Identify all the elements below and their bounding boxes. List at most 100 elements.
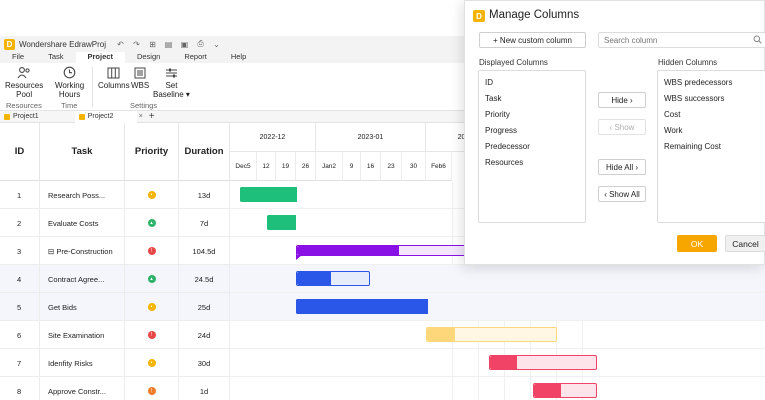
column-header-id[interactable]: ID bbox=[0, 123, 40, 181]
hidden-column-item[interactable]: Cost bbox=[664, 110, 681, 119]
task-name[interactable]: Approve Constr... bbox=[40, 377, 125, 400]
displayed-column-item[interactable]: Progress bbox=[485, 126, 518, 135]
task-name[interactable]: Idenfity Risks bbox=[40, 349, 125, 377]
tab-report[interactable]: Report bbox=[184, 52, 207, 61]
project-file-icon bbox=[4, 113, 10, 120]
displayed-column-item[interactable]: Resources bbox=[485, 158, 524, 167]
hidden-columns-label: Hidden Columns bbox=[658, 58, 718, 67]
save-icon[interactable]: ▣ bbox=[180, 39, 189, 49]
cancel-button[interactable]: Cancel bbox=[725, 235, 765, 252]
duration-cell[interactable]: 7d bbox=[179, 209, 230, 237]
priority-cell[interactable]: ! bbox=[125, 237, 179, 265]
priority-cell[interactable]: ! bbox=[125, 321, 179, 349]
gantt-bar[interactable] bbox=[240, 187, 297, 202]
priority-cell[interactable]: ▴ bbox=[125, 209, 179, 237]
table-row[interactable]: 4 Contract Agree... ▴ 24.5d bbox=[0, 265, 230, 293]
ok-button[interactable]: OK bbox=[677, 235, 717, 252]
duration-cell[interactable]: 30d bbox=[179, 349, 230, 377]
displayed-column-item[interactable]: Priority bbox=[485, 110, 510, 119]
wbs-button[interactable]: WBS bbox=[131, 66, 149, 90]
gantt-bar[interactable] bbox=[296, 299, 428, 314]
redo-icon[interactable]: ↷ bbox=[133, 39, 140, 49]
search-column-input[interactable] bbox=[598, 32, 765, 48]
priority-icon: • bbox=[147, 191, 156, 199]
hide-button[interactable]: Hide › bbox=[598, 92, 646, 108]
column-header-task[interactable]: Task bbox=[40, 123, 125, 181]
gantt-bar[interactable] bbox=[296, 271, 370, 286]
tab-file[interactable]: File bbox=[12, 52, 25, 61]
menu-bar: File Task Project Design Report Help bbox=[0, 52, 765, 63]
task-name[interactable]: Get Bids bbox=[40, 293, 125, 321]
more-icon[interactable]: ⌄ bbox=[213, 39, 220, 49]
gantt-bar-progress bbox=[297, 246, 399, 255]
table-row[interactable]: 6 Site Examination! 24d bbox=[0, 321, 230, 349]
table-row[interactable]: 8 Approve Constr...! 1d bbox=[0, 377, 230, 400]
table-row[interactable]: 5 Get Bids • 25d bbox=[0, 293, 230, 321]
hide-all-button[interactable]: Hide All › bbox=[598, 159, 646, 175]
column-header-priority[interactable]: Priority bbox=[125, 123, 179, 181]
table-row[interactable]: 7 Idenfity Risks • 30d bbox=[0, 349, 230, 377]
ribbon-divider bbox=[92, 67, 93, 107]
hidden-column-item[interactable]: WBS predecessors bbox=[664, 78, 733, 87]
gantt-bar[interactable] bbox=[267, 215, 296, 230]
hidden-column-item[interactable]: Remaining Cost bbox=[664, 142, 721, 151]
tab-task[interactable]: Task bbox=[48, 52, 64, 61]
print-icon[interactable]: ⎙ bbox=[197, 39, 204, 48]
tab-project[interactable]: Project bbox=[75, 52, 125, 63]
close-tab-icon[interactable]: × bbox=[138, 113, 143, 120]
new-icon[interactable]: ⊞ bbox=[149, 39, 156, 49]
task-name[interactable]: Site Examination bbox=[40, 321, 125, 349]
show-all-button[interactable]: ‹ Show All bbox=[598, 186, 646, 202]
hidden-column-item[interactable]: WBS successors bbox=[664, 94, 725, 103]
gantt-bar-progress bbox=[297, 272, 331, 285]
gantt-bar-progress bbox=[490, 356, 517, 369]
duration-cell[interactable]: 13d bbox=[179, 181, 230, 209]
tab-design[interactable]: Design bbox=[136, 52, 161, 61]
table-row[interactable]: 1 Research Poss... • 13d bbox=[0, 181, 230, 209]
columns-label: Columns bbox=[98, 81, 130, 90]
priority-cell[interactable]: ▴ bbox=[125, 265, 179, 293]
add-tab-icon[interactable]: + bbox=[148, 111, 155, 122]
displayed-column-item[interactable]: Task bbox=[485, 94, 502, 103]
working-hours-button[interactable]: Working Hours bbox=[55, 66, 84, 99]
displayed-column-item[interactable]: ID bbox=[485, 78, 493, 87]
duration-cell[interactable]: 24.5d bbox=[179, 265, 230, 293]
tab-help[interactable]: Help bbox=[230, 52, 247, 61]
columns-button[interactable]: Columns bbox=[98, 66, 130, 90]
task-id: 2 bbox=[0, 209, 40, 237]
task-name[interactable]: Contract Agree... bbox=[40, 265, 125, 293]
search-icon[interactable] bbox=[753, 35, 762, 46]
open-icon[interactable]: ▤ bbox=[164, 39, 173, 49]
gantt-bar[interactable] bbox=[533, 383, 597, 398]
task-name[interactable]: ⊟ Pre-Construction bbox=[40, 237, 125, 265]
show-button[interactable]: ‹ Show bbox=[598, 119, 646, 135]
duration-cell[interactable]: 104.5d bbox=[179, 237, 230, 265]
priority-icon: ! bbox=[147, 247, 156, 255]
duration-cell[interactable]: 24d bbox=[179, 321, 230, 349]
priority-cell[interactable]: • bbox=[125, 181, 179, 209]
task-id: 8 bbox=[0, 377, 40, 400]
wbs-icon bbox=[133, 66, 147, 79]
app-title: Wondershare EdrawProj bbox=[19, 39, 107, 49]
project-tab-2[interactable]: Project2 bbox=[74, 110, 137, 123]
priority-cell[interactable]: ! bbox=[125, 377, 179, 400]
undo-icon[interactable]: ↶ bbox=[117, 39, 124, 49]
hidden-column-item[interactable]: Work bbox=[664, 126, 683, 135]
displayed-column-item[interactable]: Predecessor bbox=[485, 142, 530, 151]
gantt-bar[interactable] bbox=[426, 327, 557, 342]
set-baseline-button[interactable]: Set Baseline ▾ bbox=[153, 66, 190, 99]
table-row[interactable]: 2 Evaluate Costs ▴ 7d bbox=[0, 209, 230, 237]
duration-cell[interactable]: 1d bbox=[179, 377, 230, 400]
column-header-duration[interactable]: Duration bbox=[179, 123, 230, 181]
task-name[interactable]: Evaluate Costs bbox=[40, 209, 125, 237]
timeline-day: 26 bbox=[296, 152, 316, 181]
gantt-bar[interactable] bbox=[489, 355, 597, 370]
priority-cell[interactable]: • bbox=[125, 349, 179, 377]
project-tab-1[interactable]: Project1 bbox=[0, 111, 43, 123]
priority-cell[interactable]: • bbox=[125, 293, 179, 321]
resources-pool-button[interactable]: Resources Pool bbox=[5, 66, 43, 99]
duration-cell[interactable]: 25d bbox=[179, 293, 230, 321]
table-row[interactable]: 3 ⊟ Pre-Construction! 104.5d bbox=[0, 237, 230, 265]
task-name[interactable]: Research Poss... bbox=[40, 181, 125, 209]
new-custom-column-button[interactable]: + New custom column bbox=[479, 32, 586, 48]
